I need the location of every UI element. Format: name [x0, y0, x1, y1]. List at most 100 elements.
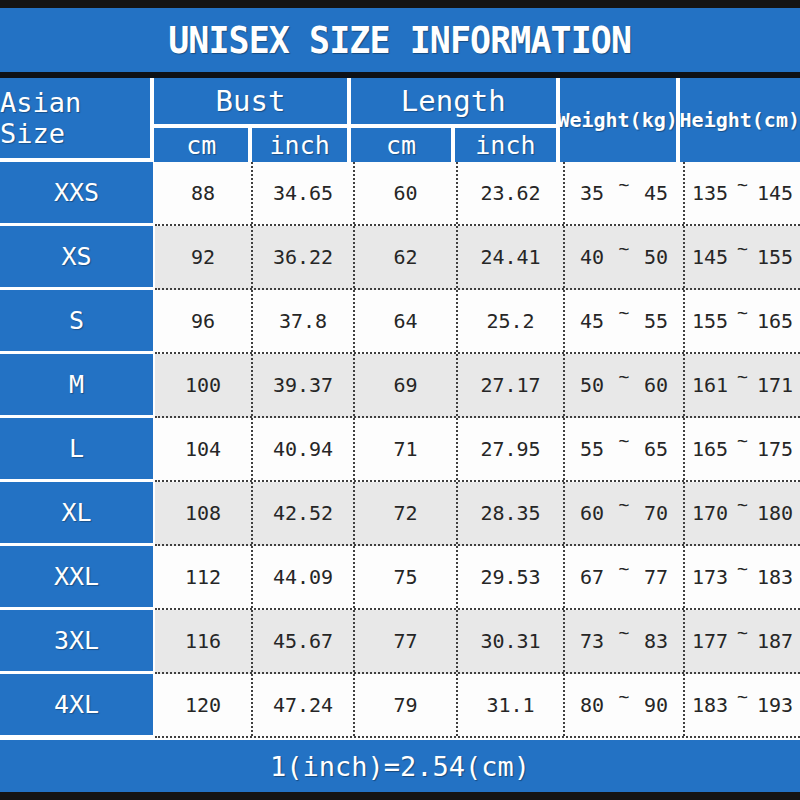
header-bust-label: Bust: [154, 78, 347, 124]
header-height: Height(cm): [680, 78, 800, 162]
size-label: S: [0, 290, 155, 354]
height-max: 180: [757, 501, 793, 525]
header-length-inch: inch: [455, 128, 555, 162]
size-label: XS: [0, 226, 155, 290]
row-cells: 120 47.24 79 31.1 80~90 183~193: [155, 674, 800, 738]
tilde-separator: ~: [737, 174, 748, 195]
weight-min: 40: [580, 245, 604, 269]
weight-max: 65: [644, 437, 668, 461]
row-cells: 116 45.67 77 30.31 73~83 177~187: [155, 610, 800, 674]
weight-min: 45: [580, 309, 604, 333]
header-bust-subrow: cm inch: [154, 128, 347, 162]
table-row: XL 108 42.52 72 28.35 60~70 170~180: [0, 482, 800, 546]
row-cells: 92 36.22 62 24.41 40~50 145~155: [155, 226, 800, 290]
length-cm-cell: 60: [355, 162, 458, 224]
tilde-separator: ~: [619, 302, 630, 323]
row-cells: 100 39.37 69 27.17 50~60 161~171: [155, 354, 800, 418]
row-cells: 88 34.65 60 23.62 35~45 135~145: [155, 162, 800, 226]
height-min: 145: [692, 245, 728, 269]
weight-max: 70: [644, 501, 668, 525]
weight-max: 50: [644, 245, 668, 269]
height-max: 155: [757, 245, 793, 269]
length-cm-cell: 75: [355, 546, 458, 608]
conversion-note: 1(inch)=2.54(cm): [270, 751, 530, 782]
table-row: XXL 112 44.09 75 29.53 67~77 173~183: [0, 546, 800, 610]
weight-range-cell: 55~65: [565, 418, 685, 480]
weight-range-cell: 67~77: [565, 546, 685, 608]
table-row: M 100 39.37 69 27.17 50~60 161~171: [0, 354, 800, 418]
weight-range-cell: 60~70: [565, 482, 685, 544]
header-weight: Weight(kg): [560, 78, 676, 162]
header-length-label: Length: [351, 78, 556, 124]
height-range-cell: 155~165: [685, 290, 800, 352]
weight-min: 73: [580, 629, 604, 653]
bust-cm-cell: 100: [155, 354, 253, 416]
bust-cm-cell: 112: [155, 546, 253, 608]
tilde-separator: ~: [737, 366, 748, 387]
bust-inch-cell: 39.37: [253, 354, 355, 416]
bust-cm-cell: 88: [155, 162, 253, 224]
length-cm-cell: 71: [355, 418, 458, 480]
weight-max: 90: [644, 693, 668, 717]
bottom-frame-bar: [0, 792, 800, 800]
height-range-cell: 170~180: [685, 482, 800, 544]
length-inch-cell: 24.41: [458, 226, 565, 288]
table-row: L 104 40.94 71 27.95 55~65 165~175: [0, 418, 800, 482]
page-title: UNISEX SIZE INFORMATION: [169, 18, 632, 62]
weight-min: 60: [580, 501, 604, 525]
weight-max: 77: [644, 565, 668, 589]
size-label: XXL: [0, 546, 155, 610]
table-row: S 96 37.8 64 25.2 45~55 155~165: [0, 290, 800, 354]
header-asian-size: Asian Size: [0, 78, 150, 162]
bust-inch-cell: 42.52: [253, 482, 355, 544]
tilde-separator: ~: [737, 430, 748, 451]
length-inch-cell: 27.95: [458, 418, 565, 480]
height-max: 187: [757, 629, 793, 653]
length-inch-cell: 25.2: [458, 290, 565, 352]
row-cells: 108 42.52 72 28.35 60~70 170~180: [155, 482, 800, 546]
tilde-separator: ~: [737, 622, 748, 643]
bust-cm-cell: 92: [155, 226, 253, 288]
row-cells: 112 44.09 75 29.53 67~77 173~183: [155, 546, 800, 610]
height-min: 135: [692, 181, 728, 205]
height-max: 193: [757, 693, 793, 717]
footer-band: 1(inch)=2.54(cm): [0, 740, 800, 792]
length-cm-cell: 64: [355, 290, 458, 352]
height-range-cell: 135~145: [685, 162, 800, 224]
length-cm-cell: 77: [355, 610, 458, 672]
table-row: 4XL 120 47.24 79 31.1 80~90 183~193: [0, 674, 800, 738]
weight-max: 60: [644, 373, 668, 397]
header-group-length: Length cm inch: [351, 78, 556, 162]
tilde-separator: ~: [619, 366, 630, 387]
weight-range-cell: 45~55: [565, 290, 685, 352]
height-max: 175: [757, 437, 793, 461]
height-min: 155: [692, 309, 728, 333]
tilde-separator: ~: [737, 686, 748, 707]
bust-inch-cell: 45.67: [253, 610, 355, 672]
height-min: 170: [692, 501, 728, 525]
header-group-bust: Bust cm inch: [154, 78, 347, 162]
weight-max: 83: [644, 629, 668, 653]
tilde-separator: ~: [619, 238, 630, 259]
size-label: 4XL: [0, 674, 155, 738]
weight-range-cell: 50 ~60: [565, 354, 685, 416]
table-header: Asian Size Bust cm inch Length cm inch W…: [0, 78, 800, 162]
bust-inch-cell: 40.94: [253, 418, 355, 480]
bust-cm-cell: 120: [155, 674, 253, 736]
size-label: L: [0, 418, 155, 482]
length-inch-cell: 31.1: [458, 674, 565, 736]
header-length-cm: cm: [351, 128, 451, 162]
weight-range-cell: 80~90: [565, 674, 685, 736]
bust-cm-cell: 108: [155, 482, 253, 544]
weight-min: 55: [580, 437, 604, 461]
height-max: 183: [757, 565, 793, 589]
weight-min: 80: [580, 693, 604, 717]
size-label: XXS: [0, 162, 155, 226]
height-max: 165: [757, 309, 793, 333]
height-range-cell: 173~183: [685, 546, 800, 608]
weight-min: 50: [580, 373, 604, 397]
height-min: 183: [692, 693, 728, 717]
header-bust-cm: cm: [154, 128, 248, 162]
weight-min: 35: [580, 181, 604, 205]
weight-range-cell: 40 ~50: [565, 226, 685, 288]
